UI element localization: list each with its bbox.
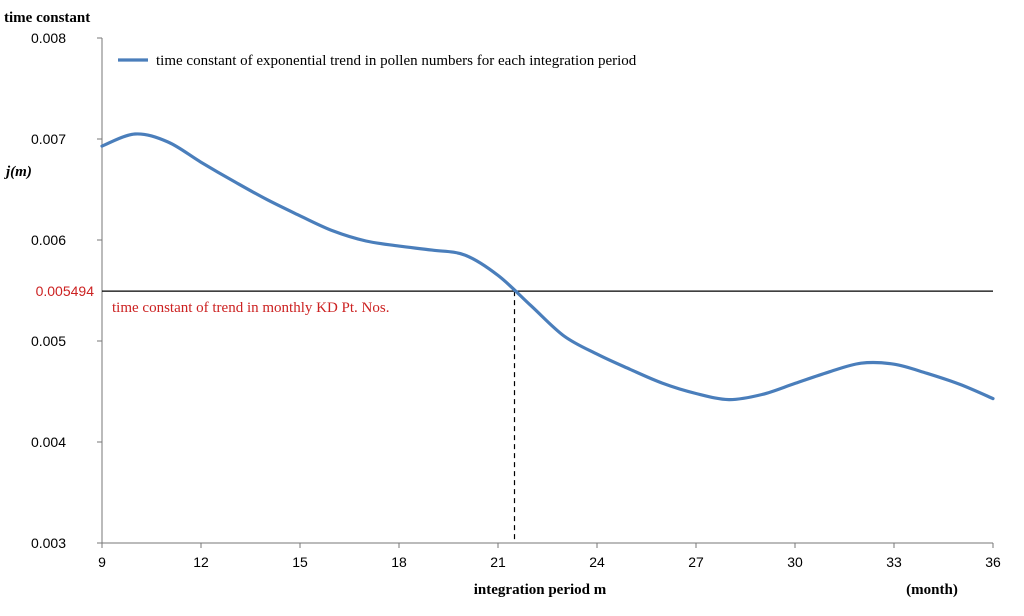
y-tick-label: 0.007: [31, 131, 66, 147]
y-tick-label: 0.006: [31, 232, 66, 248]
y-tick-label: 0.008: [31, 30, 66, 46]
x-tick-label: 18: [391, 554, 407, 570]
x-tick-label: 33: [886, 554, 902, 570]
x-ticks: 9 12 15 18 21 24 27 30 33 36: [98, 543, 1001, 570]
y-tick-label: 0.004: [31, 434, 66, 450]
y-ticks: 0.003 0.004 0.005 0.006 0.007 0.008: [31, 30, 102, 551]
x-tick-label: 24: [589, 554, 605, 570]
x-tick-label: 30: [787, 554, 803, 570]
reference-annotation: time constant of trend in monthly KD Pt.…: [112, 300, 389, 316]
x-axis-title: integration period m: [474, 582, 607, 598]
y-tick-label: 0.005: [31, 333, 66, 349]
x-tick-label: 21: [490, 554, 506, 570]
x-tick-label: 15: [292, 554, 308, 570]
reference-value-label: 0.005494: [36, 283, 95, 299]
x-tick-label: 9: [98, 554, 106, 570]
series-line: [100, 132, 995, 402]
y-axis-symbol: j(m): [4, 164, 32, 180]
x-tick-label: 27: [688, 554, 704, 570]
x-tick-label: 12: [193, 554, 209, 570]
x-tick-label: 36: [985, 554, 1001, 570]
x-unit-label: (month): [906, 582, 958, 598]
y-axis-title: time constant: [4, 10, 90, 26]
y-tick-label: 0.003: [31, 535, 66, 551]
legend-label: time constant of exponential trend in po…: [156, 53, 637, 69]
